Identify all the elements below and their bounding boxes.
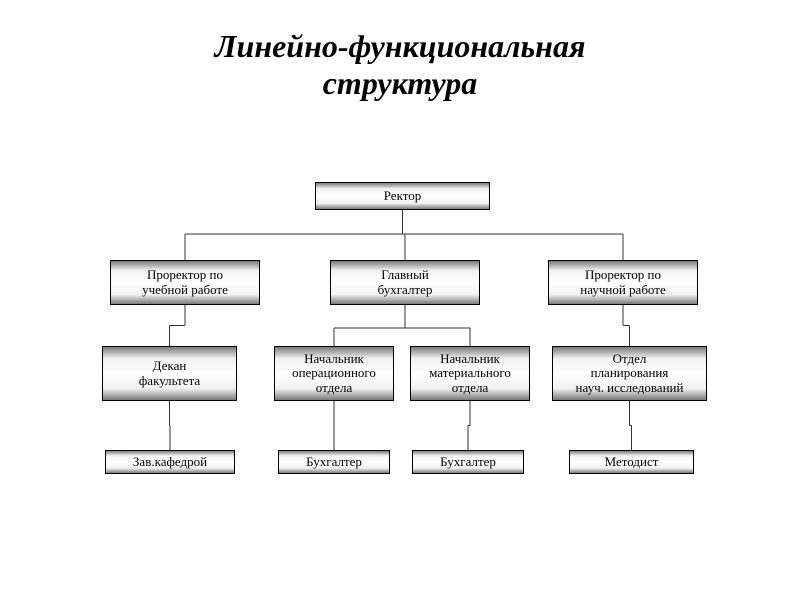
node-chief-acc: Главныйбухгалтер xyxy=(330,260,480,305)
node-label: Зав.кафедрой xyxy=(133,455,207,469)
page-title: Линейно-функциональная структура xyxy=(0,28,800,102)
node-head-oper: Начальникоперационногоотдела xyxy=(274,346,394,401)
title-line2: структура xyxy=(323,65,478,101)
node-prorector-sci: Проректор понаучной работе xyxy=(548,260,698,305)
node-rector: Ректор xyxy=(315,182,490,210)
node-acc2: Бухгалтер xyxy=(412,450,524,474)
node-methodist: Методист xyxy=(569,450,694,474)
node-label: Отделпланированиянауч. исследований xyxy=(576,352,684,395)
node-dept-plan: Отделпланированиянауч. исследований xyxy=(552,346,707,401)
node-label: Проректор понаучной работе xyxy=(580,268,665,297)
node-label: Начальникматериальногоотдела xyxy=(429,352,511,395)
node-acc1: Бухгалтер xyxy=(278,450,390,474)
node-label: Деканфакультета xyxy=(139,359,200,388)
node-head-mat: Начальникматериальногоотдела xyxy=(410,346,530,401)
node-label: Главныйбухгалтер xyxy=(378,268,433,297)
node-label: Методист xyxy=(605,455,659,469)
node-label: Бухгалтер xyxy=(440,455,496,469)
node-label: Начальникоперационногоотдела xyxy=(292,352,376,395)
node-dean: Деканфакультета xyxy=(102,346,237,401)
node-zavkaf: Зав.кафедрой xyxy=(105,450,235,474)
title-line1: Линейно-функциональная xyxy=(215,28,586,64)
node-label: Ректор xyxy=(384,189,421,203)
node-label: Проректор поучебной работе xyxy=(142,268,228,297)
node-label: Бухгалтер xyxy=(306,455,362,469)
node-prorector-ed: Проректор поучебной работе xyxy=(110,260,260,305)
